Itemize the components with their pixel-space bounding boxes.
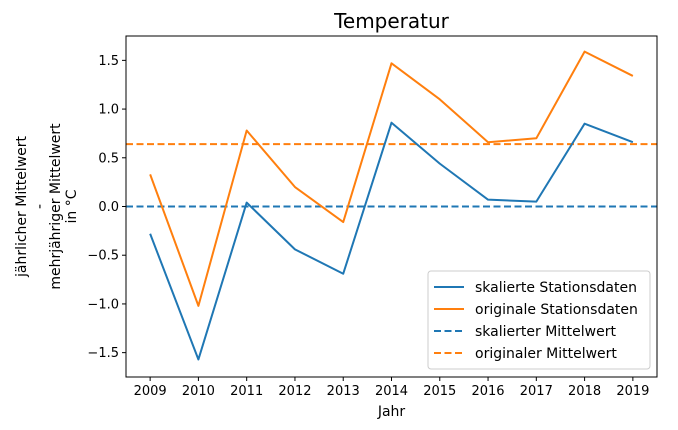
- x-axis-title: Jahr: [377, 404, 406, 420]
- series-1-point-2012: [294, 248, 296, 250]
- series-2-point-2010: [197, 305, 199, 307]
- y-axis-title-line-2: -: [32, 204, 48, 209]
- x-tick-label-2019: 2019: [616, 384, 649, 399]
- chart-title: Temperatur: [333, 9, 450, 33]
- series-1-point-2009: [149, 233, 151, 235]
- series-2-point-2013: [342, 221, 344, 223]
- series-line-2: [149, 50, 634, 307]
- series-1-point-2017: [535, 201, 537, 203]
- y-tick-label-5: 1.0: [98, 103, 119, 118]
- series-1-point-2019: [632, 141, 634, 143]
- series-2-point-2009: [149, 173, 151, 175]
- y-axis-title-line-3: mehrjähriger Mittelwert: [48, 123, 64, 290]
- series-2-point-2015: [439, 98, 441, 100]
- series-2-point-2018: [584, 51, 586, 53]
- y-axis-title: jährlicher Mittelwert - mehrjähriger Mit…: [14, 123, 80, 290]
- y-axis-title-line-1: jährlicher Mittelwert: [14, 135, 30, 278]
- x-tick-label-2011: 2011: [230, 384, 263, 399]
- series-1-point-2015: [439, 163, 441, 165]
- x-tick-label-2017: 2017: [520, 384, 553, 399]
- y-tick-label-0: −1.5: [87, 346, 119, 361]
- y-axis-title-line-4: in °C: [64, 189, 80, 223]
- y-tick-label-6: 1.5: [98, 54, 119, 69]
- legend-label-mean-1: skalierter Mittelwert: [475, 324, 616, 340]
- series-1-point-2018: [584, 123, 586, 125]
- y-tick-label-1: −1.0: [87, 297, 119, 312]
- series-2-point-2016: [487, 141, 489, 143]
- x-tick-label-2010: 2010: [182, 384, 215, 399]
- y-tick-label-3: 0.0: [98, 200, 119, 215]
- x-tick-label-2016: 2016: [471, 384, 504, 399]
- series-2-point-2012: [294, 186, 296, 188]
- x-tick-label-2013: 2013: [327, 384, 360, 399]
- series-1-point-2013: [342, 273, 344, 275]
- series-2-point-2017: [535, 137, 537, 139]
- y-tick-label-2: −0.5: [87, 249, 119, 264]
- x-tick-label-2018: 2018: [568, 384, 601, 399]
- series-1-point-2010: [197, 358, 199, 360]
- series-2-point-2014: [391, 62, 393, 64]
- series-1-point-2011: [246, 202, 248, 204]
- series-1-point-2016: [487, 199, 489, 201]
- series-2-point-2019: [632, 75, 634, 77]
- series-1-point-2014: [391, 122, 393, 124]
- y-tick-label-4: 0.5: [98, 151, 119, 166]
- legend-box: [427, 270, 651, 370]
- series-2-point-2011: [246, 130, 248, 132]
- legend-label-series-2: originale Stationsdaten: [475, 302, 638, 318]
- series-line-1: [149, 121, 634, 361]
- x-tick-label-2012: 2012: [278, 384, 311, 399]
- x-tick-label-2014: 2014: [375, 384, 408, 399]
- plot-area: 2009 2010 2011 2012 2013 2014 2015 2016 2017 2018…: [87, 35, 658, 399]
- legend: skalierte Stationsdaten originale Station…: [427, 270, 651, 370]
- legend-label-series-1: skalierte Stationsdaten: [475, 280, 637, 296]
- legend-label-mean-2: originaler Mittelwert: [475, 346, 617, 362]
- x-tick-label-2009: 2009: [134, 384, 167, 399]
- x-tick-label-2015: 2015: [423, 384, 456, 399]
